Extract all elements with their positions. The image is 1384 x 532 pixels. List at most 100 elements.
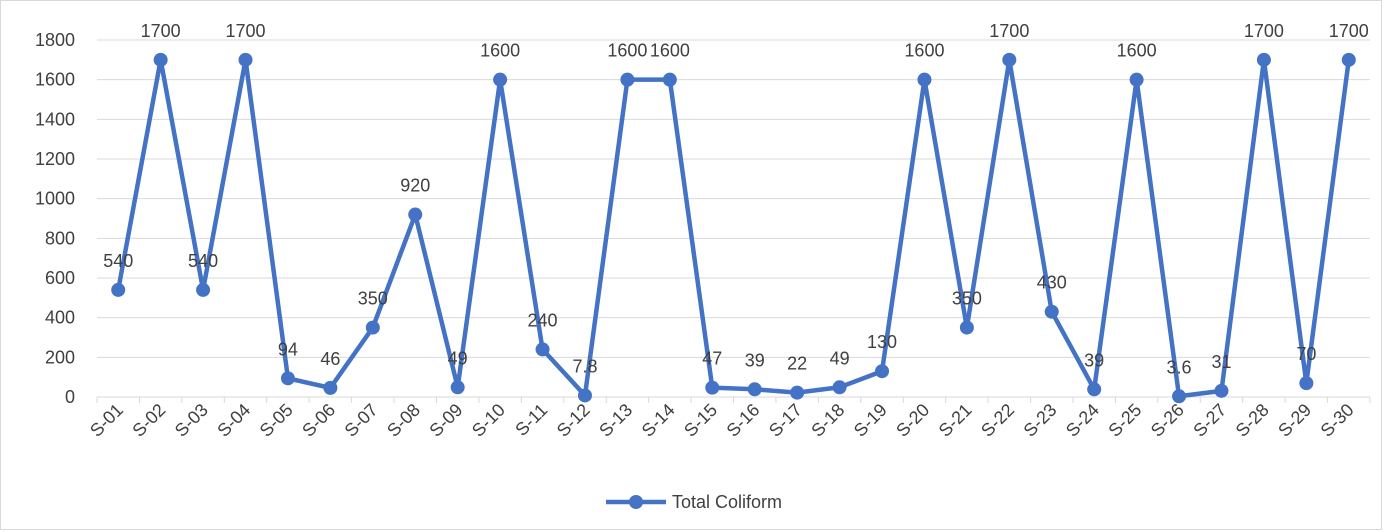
data-label: 49 xyxy=(830,348,850,368)
x-tick-label: S-02 xyxy=(128,400,169,441)
data-label: 1600 xyxy=(650,41,690,61)
x-tick-label: S-26 xyxy=(1147,400,1188,441)
x-tick-label: S-16 xyxy=(723,400,764,441)
data-label: 1700 xyxy=(1329,21,1369,41)
data-labels: 540 1700 540 1700 94 46 350 920 49 1600 240 7.8 1600… xyxy=(103,21,1369,377)
data-label: 1700 xyxy=(1244,21,1284,41)
data-point xyxy=(153,52,168,67)
x-tick-label: S-12 xyxy=(553,400,594,441)
data-point xyxy=(790,385,805,400)
x-tick-label: S-09 xyxy=(425,400,466,441)
y-tick-label: 1000 xyxy=(35,189,75,209)
data-label: 430 xyxy=(1037,273,1067,293)
data-label: 7.8 xyxy=(572,356,597,376)
data-label: 240 xyxy=(528,310,558,330)
data-label: 70 xyxy=(1296,344,1316,364)
x-tick-label: S-17 xyxy=(765,400,806,441)
data-label: 350 xyxy=(952,289,982,309)
data-point xyxy=(365,320,380,335)
data-point xyxy=(917,72,932,87)
x-tick-label: S-07 xyxy=(341,400,382,441)
series-total-coliform xyxy=(111,52,1356,404)
data-point xyxy=(875,364,890,379)
x-tick-label: S-23 xyxy=(1020,400,1061,441)
x-tick-label: S-28 xyxy=(1232,400,1273,441)
legend-dot-marker xyxy=(629,495,643,509)
x-tick-label: S-19 xyxy=(850,400,891,441)
x-tick-label: S-05 xyxy=(256,400,297,441)
x-tick-label: S-03 xyxy=(171,400,212,441)
x-tick-label: S-30 xyxy=(1317,400,1358,441)
series-line xyxy=(115,57,1352,399)
x-tick-label: S-06 xyxy=(298,400,339,441)
data-label: 1600 xyxy=(1117,41,1157,61)
y-tick-label: 1800 xyxy=(35,30,75,50)
x-tick-label: S-29 xyxy=(1274,400,1315,441)
x-tick-label: S-25 xyxy=(1104,400,1145,441)
legend: Total Coliform xyxy=(606,492,782,512)
data-label: 920 xyxy=(400,176,430,196)
x-tick-label: S-15 xyxy=(680,400,721,441)
data-label: 1600 xyxy=(480,41,520,61)
y-tick-label: 1200 xyxy=(35,149,75,169)
data-point xyxy=(620,72,635,87)
data-point xyxy=(323,380,338,395)
data-point xyxy=(1341,52,1356,67)
data-point xyxy=(111,282,126,297)
data-point xyxy=(1256,52,1271,67)
x-tick-label: S-22 xyxy=(977,400,1018,441)
data-point xyxy=(1002,52,1017,67)
data-point xyxy=(1129,72,1144,87)
data-point xyxy=(1044,304,1059,319)
data-point xyxy=(450,380,465,395)
data-point xyxy=(535,342,550,357)
x-tick-label: S-04 xyxy=(213,400,254,441)
data-label: 94 xyxy=(278,339,298,359)
y-tick-label: 400 xyxy=(45,308,75,328)
data-label: 1600 xyxy=(607,41,647,61)
data-label: 39 xyxy=(745,350,765,370)
data-label: 1700 xyxy=(989,21,1029,41)
y-axis-ticks: 0 200 400 600 800 1000 1200 1400 1600 1800 xyxy=(35,30,75,407)
x-tick-label: S-20 xyxy=(892,400,933,441)
data-point xyxy=(408,207,423,222)
y-tick-label: 0 xyxy=(65,387,75,407)
data-label: 540 xyxy=(103,251,133,271)
legend-label: Total Coliform xyxy=(672,492,782,512)
x-tick-label: S-18 xyxy=(807,400,848,441)
data-point xyxy=(1172,389,1187,404)
data-point xyxy=(662,72,677,87)
data-label: 47 xyxy=(702,349,722,369)
data-label: 49 xyxy=(448,348,468,368)
x-tick-label: S-27 xyxy=(1189,400,1230,441)
data-label: 1700 xyxy=(141,21,181,41)
data-label: 540 xyxy=(188,251,218,271)
y-tick-label: 1600 xyxy=(35,70,75,90)
data-point xyxy=(1214,383,1229,398)
y-tick-label: 600 xyxy=(45,268,75,288)
data-point xyxy=(705,380,720,395)
x-tick-label: S-10 xyxy=(468,400,509,441)
data-point xyxy=(196,282,211,297)
data-label: 46 xyxy=(320,349,340,369)
data-point xyxy=(959,320,974,335)
x-tick-label: S-13 xyxy=(595,400,636,441)
y-tick-label: 800 xyxy=(45,228,75,248)
data-point xyxy=(1299,376,1314,391)
data-point xyxy=(832,380,847,395)
x-tick-label: S-08 xyxy=(383,400,424,441)
data-label: 22 xyxy=(787,354,807,374)
data-label: 350 xyxy=(358,289,388,309)
y-tick-label: 1400 xyxy=(35,109,75,129)
x-tick-label: S-14 xyxy=(638,400,679,441)
data-point xyxy=(747,382,762,397)
data-label: 130 xyxy=(867,332,897,352)
data-point xyxy=(1087,382,1102,397)
data-label: 1700 xyxy=(225,21,265,41)
data-label: 39 xyxy=(1084,350,1104,370)
data-label: 31 xyxy=(1211,352,1231,372)
data-point xyxy=(280,371,295,386)
